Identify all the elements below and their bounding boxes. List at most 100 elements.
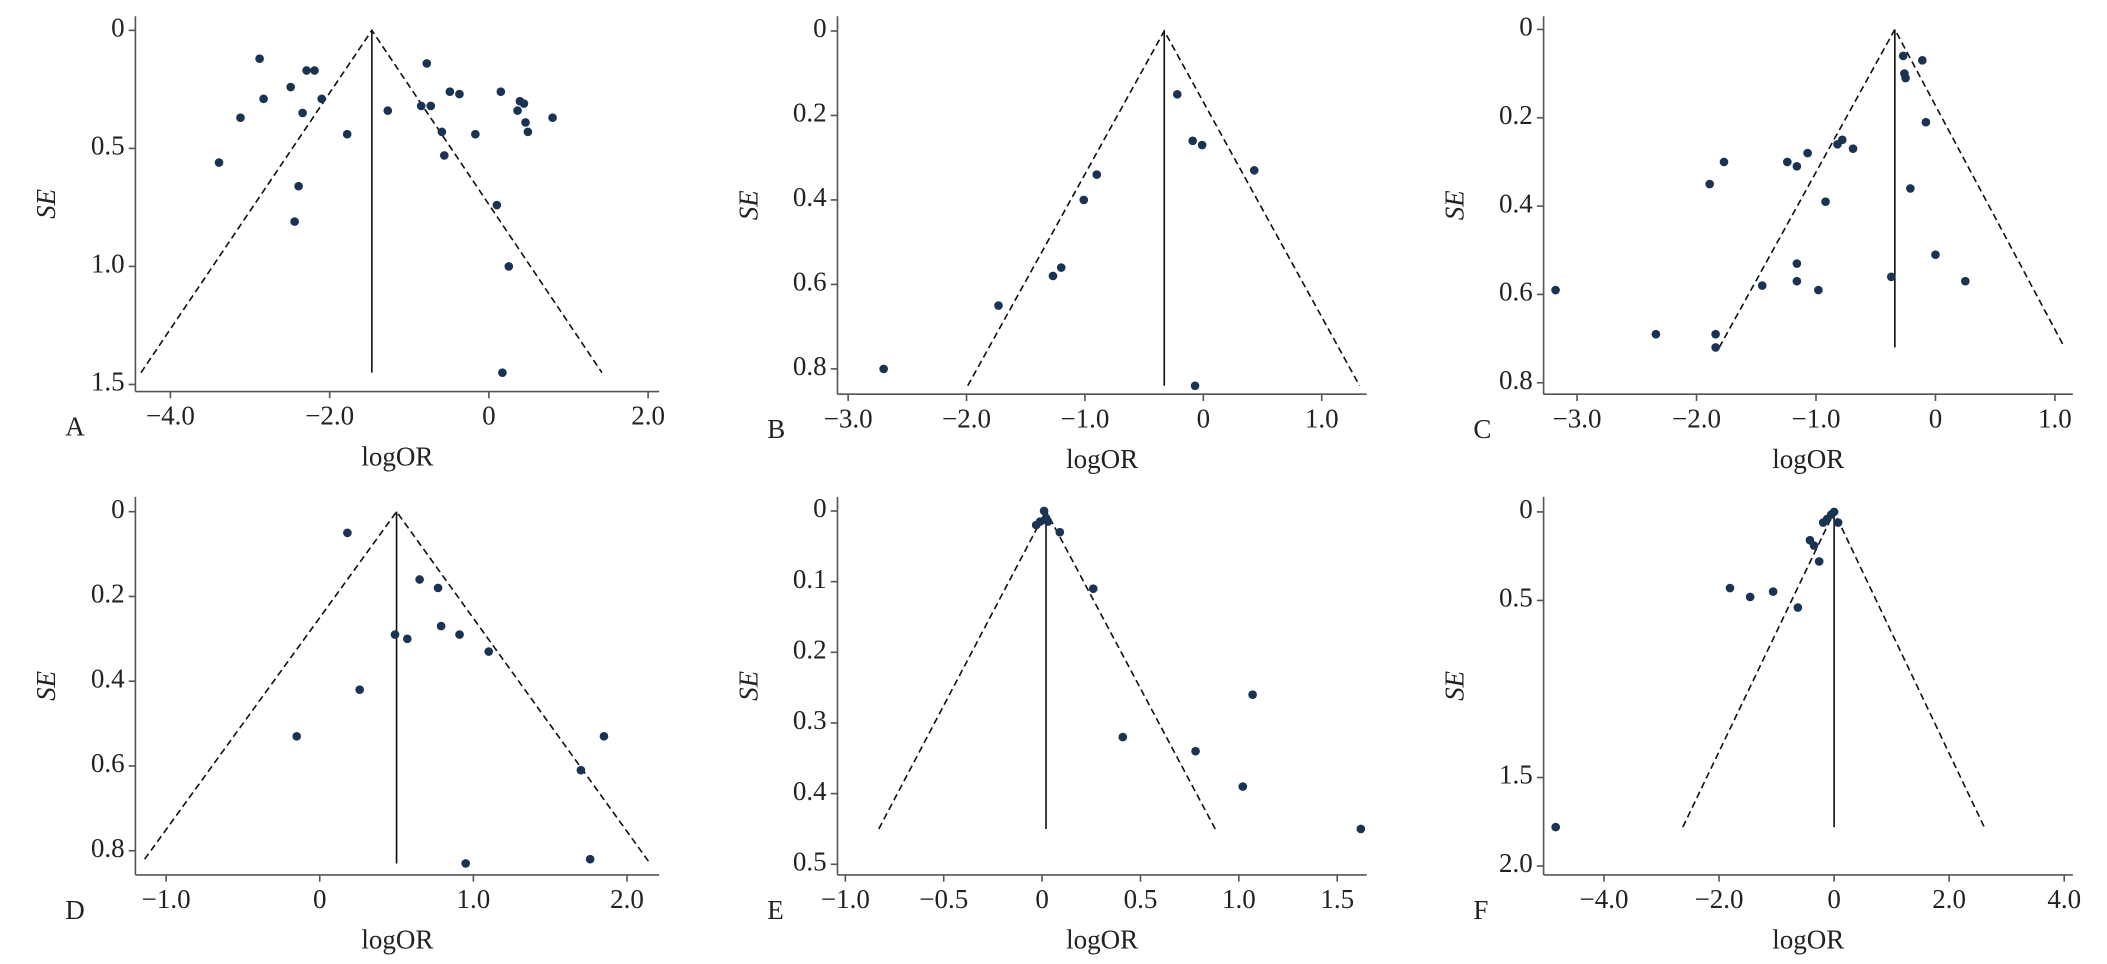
point — [1092, 170, 1102, 179]
y-tick-label: 0 — [813, 493, 827, 523]
point — [513, 106, 522, 115]
point — [519, 99, 529, 108]
point — [1551, 285, 1560, 295]
y-axis-label: SE — [733, 670, 763, 701]
x-tick-label: 4.0 — [2047, 884, 2081, 914]
point — [1768, 587, 1778, 596]
point — [1039, 506, 1049, 516]
point — [1711, 329, 1720, 339]
y-tick-label: 0.2 — [793, 98, 827, 128]
funnel-line — [878, 509, 1216, 830]
point — [1793, 603, 1803, 612]
x-tick-label: 1.5 — [1320, 884, 1354, 914]
x-axis-label: logOR — [361, 441, 433, 471]
point — [390, 630, 400, 639]
point — [1818, 518, 1828, 527]
x-tick-label: 0 — [1035, 884, 1049, 914]
y-tick-label: 0.4 — [1499, 188, 1533, 218]
point — [1048, 271, 1058, 281]
point — [236, 113, 245, 123]
point — [471, 129, 480, 139]
y-axis-label: SE — [1439, 670, 1469, 701]
point — [1719, 157, 1729, 167]
y-tick-label: 0.2 — [1499, 100, 1533, 130]
point — [1079, 195, 1089, 205]
point — [426, 101, 436, 111]
y-tick-label: 0.5 — [793, 846, 827, 876]
panel-label: B — [767, 414, 785, 444]
panel-label: F — [1473, 895, 1488, 925]
point — [1031, 520, 1041, 530]
point — [1783, 157, 1792, 167]
point — [294, 181, 303, 191]
panel: −1.0 0 1.0 2.0 0 0.2 0.4 0.6 0.8 logOR SE D — [31, 494, 660, 955]
point — [1792, 259, 1802, 268]
point — [437, 127, 447, 137]
point — [298, 108, 307, 118]
point — [576, 765, 586, 775]
point — [484, 647, 494, 656]
x-tick-label: 0 — [482, 401, 496, 431]
y-tick-label: 0.4 — [91, 663, 125, 693]
x-tick-label: −1.0 — [1792, 403, 1841, 433]
y-axis-label: SE — [31, 188, 61, 218]
point — [1711, 343, 1720, 352]
y-tick-label: 0.1 — [793, 564, 827, 594]
x-tick-label: 2.0 — [1932, 884, 1966, 914]
point — [259, 94, 268, 104]
point — [416, 101, 426, 111]
point — [1055, 527, 1065, 537]
point — [879, 364, 888, 374]
x-tick-label: 0 — [313, 884, 327, 914]
x-tick-label: 1.0 — [457, 884, 491, 914]
x-tick-label: −2.0 — [305, 401, 354, 431]
point — [498, 368, 507, 377]
x-tick-label: −3.0 — [1553, 403, 1602, 433]
point — [1833, 518, 1843, 527]
y-tick-label: 0 — [1519, 494, 1532, 524]
point — [1814, 285, 1823, 295]
point — [422, 59, 432, 68]
point — [1725, 583, 1735, 593]
y-tick-label: 0.3 — [793, 705, 827, 735]
point — [1191, 746, 1200, 756]
point — [492, 200, 502, 210]
panel: −3.0 −2.0 −1.0 0 1.0 0 0.2 0.4 0.6 0.8 logOR SE B — [733, 13, 1367, 474]
point — [1197, 140, 1207, 150]
x-tick-label: 1.0 — [1305, 403, 1339, 433]
x-tick-label: −1.0 — [1060, 403, 1109, 433]
point — [461, 859, 471, 868]
panel-label: D — [65, 895, 85, 925]
point — [599, 731, 609, 741]
point — [1931, 250, 1940, 260]
panel: −4.0 −2.0 0 2.0 0 0.5 1.0 1.5 logOR SE A — [31, 13, 665, 472]
point — [1848, 144, 1858, 154]
y-tick-label: 2.0 — [1499, 848, 1533, 878]
point — [1356, 824, 1366, 834]
point — [1792, 162, 1802, 171]
point — [1821, 197, 1830, 207]
point — [433, 583, 443, 593]
point — [1833, 139, 1842, 149]
y-tick-label: 0.4 — [793, 182, 827, 212]
y-tick-label: 1.5 — [1499, 760, 1533, 790]
y-tick-label: 0.6 — [1499, 277, 1533, 307]
panel: −1.0 −0.5 0 0.5 1.0 1.5 0 0.1 0.2 0.3 0.4 0.5 logOR S… — [733, 493, 1367, 955]
y-tick-label: 0.8 — [793, 351, 827, 381]
funnel-line — [143, 510, 651, 864]
x-tick-label: 0 — [1929, 403, 1943, 433]
point — [1918, 56, 1927, 65]
point — [302, 66, 311, 75]
x-tick-label: −4.0 — [146, 401, 195, 431]
x-axis-label: logOR — [1772, 925, 1844, 955]
point — [310, 66, 319, 75]
point — [1088, 584, 1098, 594]
point — [504, 262, 514, 271]
panel-label: E — [767, 895, 784, 925]
point — [290, 217, 299, 226]
point — [1043, 517, 1053, 526]
point — [1118, 732, 1128, 742]
panel-label: A — [65, 412, 85, 442]
point — [317, 94, 327, 104]
point — [1906, 184, 1915, 193]
